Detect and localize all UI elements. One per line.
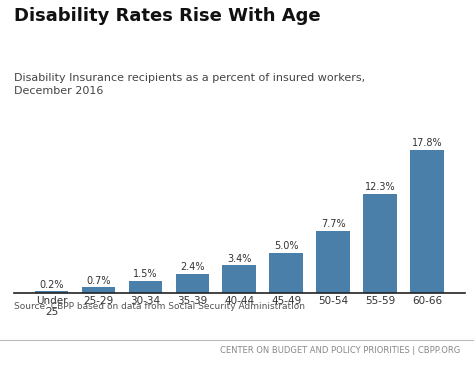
Bar [35, 291, 68, 293]
Text: 0.2%: 0.2% [39, 280, 64, 290]
Text: 1.5%: 1.5% [133, 269, 158, 279]
Bar [410, 150, 444, 293]
Text: 7.7%: 7.7% [321, 219, 346, 229]
Bar [175, 273, 210, 293]
Text: Disability Rates Rise With Age: Disability Rates Rise With Age [14, 7, 321, 25]
Text: CENTER ON BUDGET AND POLICY PRIORITIES | CBPP.ORG: CENTER ON BUDGET AND POLICY PRIORITIES |… [219, 346, 460, 355]
Text: 5.0%: 5.0% [274, 241, 299, 251]
Bar [222, 265, 256, 293]
Text: 3.4%: 3.4% [227, 254, 252, 264]
Text: 2.4%: 2.4% [180, 262, 205, 272]
Bar [128, 281, 163, 293]
Text: Disability Insurance recipients as a percent of insured workers,
December 2016: Disability Insurance recipients as a per… [14, 73, 365, 96]
Bar [82, 287, 116, 293]
Text: 17.8%: 17.8% [412, 138, 442, 148]
Text: 12.3%: 12.3% [365, 182, 395, 193]
Text: 0.7%: 0.7% [86, 276, 111, 285]
Bar [269, 253, 303, 293]
Bar [316, 231, 350, 293]
Text: Source: CBPP based on data from Social Security Administration: Source: CBPP based on data from Social S… [14, 302, 305, 311]
Bar [363, 194, 397, 293]
